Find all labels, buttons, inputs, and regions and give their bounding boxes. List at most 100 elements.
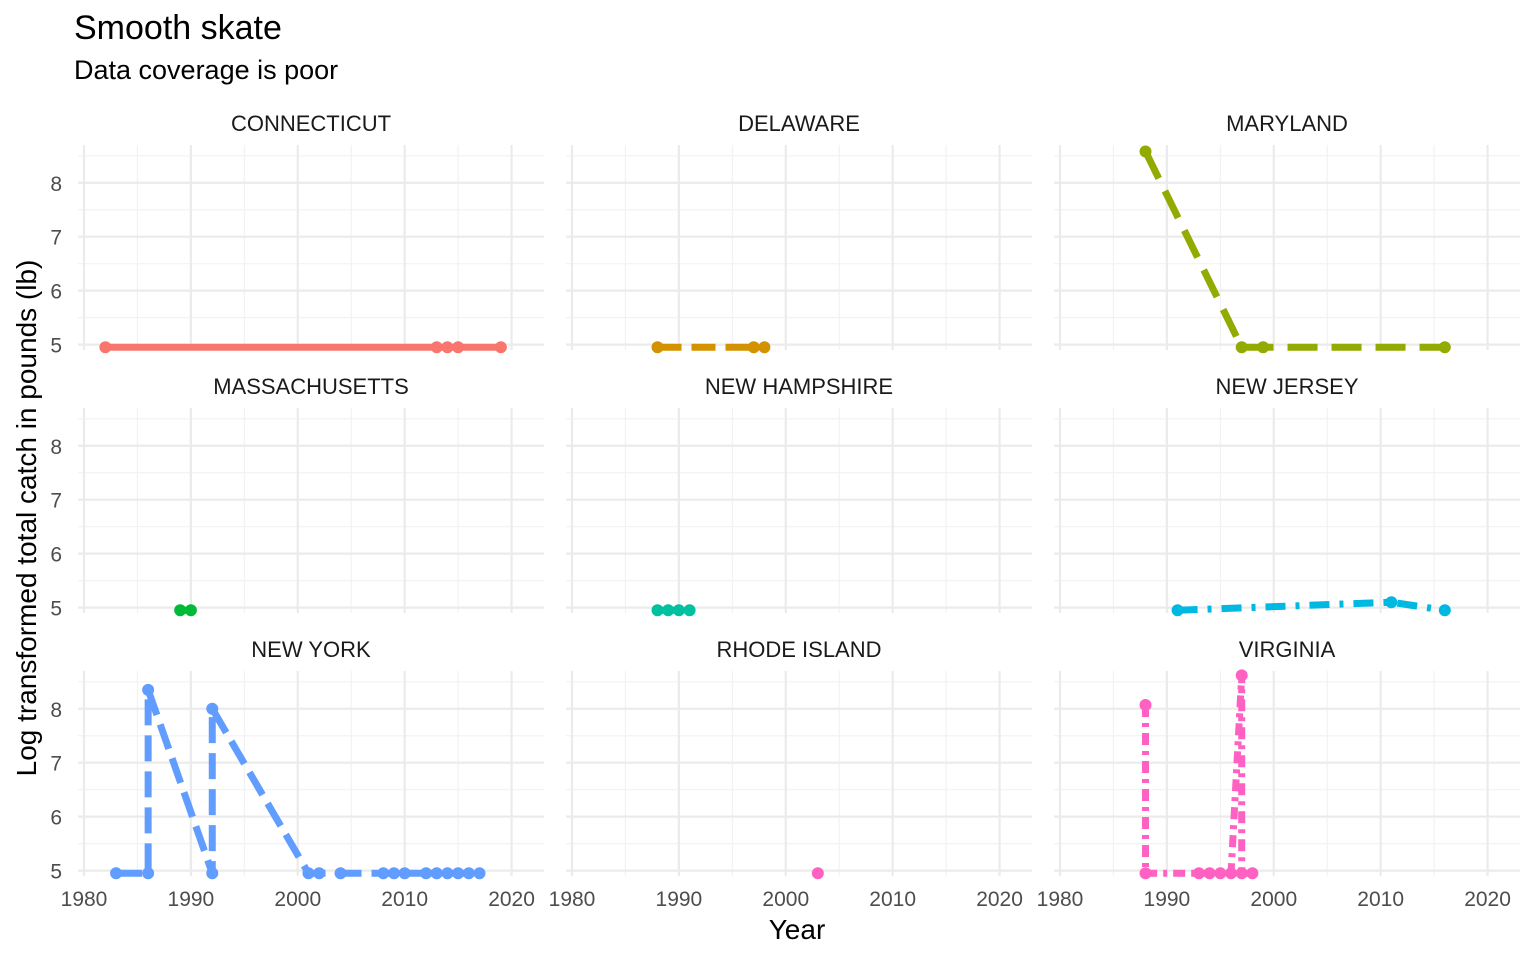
y-tick-label: 6 <box>50 807 62 830</box>
facet-panel: CONNECTICUT 5 6 7 8 <box>50 111 544 358</box>
data-point <box>452 867 465 880</box>
data-point <box>387 867 400 880</box>
data-point <box>672 604 685 617</box>
x-tick-label: 2020 <box>1464 888 1511 911</box>
y-tick-label: 8 <box>50 699 62 722</box>
y-tick-label: 8 <box>50 173 62 196</box>
facet-strip-label: RHODE ISLAND <box>716 637 881 662</box>
data-point <box>651 604 664 617</box>
data-point <box>1139 698 1152 711</box>
data-point <box>462 867 475 880</box>
facet-panel: NEW HAMPSHIRE <box>566 374 1032 617</box>
data-point <box>142 683 155 696</box>
x-tick-label: 1980 <box>549 888 596 911</box>
data-point <box>313 867 326 880</box>
series-line <box>1142 149 1445 351</box>
facet-panel: DELAWARE <box>566 111 1032 354</box>
data-point <box>206 702 219 715</box>
facet-panel: VIRGINIA 1980 1990 2000 2010 2020 <box>1037 637 1520 911</box>
data-point <box>811 867 824 880</box>
y-tick-label: 7 <box>50 490 62 513</box>
data-point <box>110 867 123 880</box>
y-tick-label: 5 <box>50 598 62 621</box>
data-point <box>206 867 219 880</box>
x-tick-label: 1990 <box>1144 888 1191 911</box>
y-tick-label: 5 <box>50 335 62 358</box>
data-point <box>1235 669 1248 682</box>
data-point <box>398 867 411 880</box>
data-point <box>683 604 696 617</box>
data-point <box>1235 867 1248 880</box>
facet-panel: NEW YORK 5 6 7 8 1980 1990 2000 2010 2020 <box>50 637 544 911</box>
facet-strip-label: DELAWARE <box>738 111 860 136</box>
data-point <box>1225 867 1238 880</box>
data-point <box>1192 867 1205 880</box>
data-point <box>334 867 347 880</box>
data-point <box>441 867 454 880</box>
data-point <box>1171 604 1184 617</box>
facet-panel: NEW JERSEY <box>1054 374 1520 617</box>
y-tick-label: 7 <box>50 753 62 776</box>
data-point <box>1246 867 1259 880</box>
data-point <box>1203 867 1216 880</box>
data-point <box>1214 867 1227 880</box>
data-point <box>473 867 486 880</box>
x-tick-label: 2000 <box>1250 888 1297 911</box>
facet-strip-label: CONNECTICUT <box>231 111 391 136</box>
facet-strip-label: NEW YORK <box>251 637 371 662</box>
facet-strip-label: MARYLAND <box>1226 111 1348 136</box>
data-point <box>184 604 197 617</box>
chart-subtitle: Data coverage is poor <box>74 55 338 85</box>
x-tick-label: 2000 <box>762 888 809 911</box>
data-point <box>1139 145 1152 158</box>
data-point <box>430 867 443 880</box>
data-point <box>494 341 507 354</box>
x-tick-label: 2010 <box>381 888 428 911</box>
facet-strip-label: VIRGINIA <box>1239 637 1336 662</box>
y-tick-label: 8 <box>50 436 62 459</box>
data-point <box>420 867 433 880</box>
x-tick-label: 1980 <box>61 888 108 911</box>
y-tick-label: 5 <box>50 861 62 884</box>
data-point <box>174 604 187 617</box>
facet-strip-label: NEW HAMPSHIRE <box>705 374 893 399</box>
y-tick-label: 6 <box>50 544 62 567</box>
data-point <box>142 867 155 880</box>
data-point <box>1438 604 1451 617</box>
y-tick-label: 7 <box>50 227 62 250</box>
data-point <box>747 341 760 354</box>
data-point <box>430 341 443 354</box>
facet-panel: RHODE ISLAND 1980 1990 2000 2010 2020 <box>549 637 1032 911</box>
facet-strip-label: NEW JERSEY <box>1215 374 1358 399</box>
facet-panels: CONNECTICUT 5 6 7 8 DELAWARE MARYLAND MASSACHUS… <box>50 111 1520 911</box>
x-tick-label: 1990 <box>656 888 703 911</box>
facet-strip-label: MASSACHUSETTS <box>213 374 409 399</box>
data-point <box>1438 341 1451 354</box>
series-line <box>1177 598 1446 614</box>
facet-panel: MASSACHUSETTS 5 6 7 8 <box>50 374 544 621</box>
x-tick-label: 2010 <box>869 888 916 911</box>
x-axis-title: Year <box>769 914 826 945</box>
x-tick-label: 2000 <box>274 888 321 911</box>
x-tick-label: 2010 <box>1357 888 1404 911</box>
data-point <box>452 341 465 354</box>
x-tick-label: 1980 <box>1037 888 1084 911</box>
y-axis-title: Log transformed total catch in pounds (l… <box>11 260 42 777</box>
data-point <box>1139 867 1152 880</box>
data-point <box>99 341 112 354</box>
x-tick-label: 2020 <box>976 888 1023 911</box>
data-point <box>377 867 390 880</box>
x-tick-label: 2020 <box>488 888 535 911</box>
data-point <box>1257 341 1270 354</box>
x-tick-label: 1990 <box>168 888 215 911</box>
data-point <box>441 341 454 354</box>
facet-panel: MARYLAND <box>1054 111 1520 354</box>
data-point <box>651 341 664 354</box>
y-tick-label: 6 <box>50 281 62 304</box>
chart-title: Smooth skate <box>74 9 282 47</box>
data-point <box>758 341 771 354</box>
data-point <box>1385 596 1398 609</box>
data-point <box>662 604 675 617</box>
data-point <box>1235 341 1248 354</box>
